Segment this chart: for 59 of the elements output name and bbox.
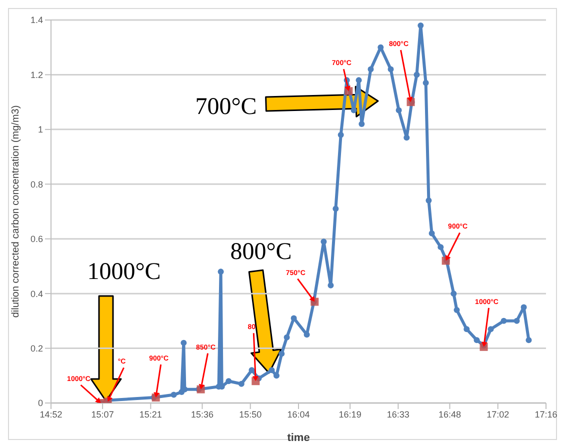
y-tick-label: 1.2 (30, 70, 43, 80)
y-axis-title: dilution corrected carbon concentration (mg/m3) (10, 105, 22, 318)
x-tick-label: 15:50 (239, 409, 262, 420)
annotation: 800°C (230, 239, 292, 265)
x-tick-label: 16:33 (386, 409, 410, 420)
x-tick-label: 17:02 (486, 409, 510, 420)
point (356, 77, 362, 84)
point (520, 304, 527, 310)
x-tick-label: 15:36 (190, 409, 214, 420)
point (180, 340, 187, 346)
point (454, 306, 460, 313)
point (226, 378, 232, 384)
point (488, 326, 494, 332)
point (404, 134, 410, 141)
y-tick-label: 0.2 (30, 343, 43, 354)
point (332, 206, 339, 212)
point (238, 380, 244, 387)
annotation: 1000°C (87, 259, 161, 285)
point (368, 66, 374, 72)
point (284, 334, 290, 340)
point (290, 315, 297, 322)
point (338, 132, 344, 138)
x-axis-title: time (287, 432, 310, 444)
point (426, 198, 432, 204)
x-tick-label: 16:04 (287, 409, 310, 420)
point (474, 337, 480, 344)
point (248, 367, 255, 374)
x-tick-label: 15:07 (91, 409, 114, 420)
x-tick-label: 14:52 (40, 409, 62, 420)
x-tick-label: 15:21 (139, 409, 162, 420)
point (428, 230, 435, 236)
x-tick-label: 16:48 (438, 409, 462, 420)
point (304, 332, 310, 338)
point (526, 337, 532, 344)
annotation: 700°C (195, 94, 257, 120)
y-tick-label: 0 (38, 398, 43, 408)
y-tick-label: 1 (38, 124, 43, 135)
point (328, 282, 334, 288)
point (414, 72, 420, 78)
point (422, 80, 429, 86)
point (350, 107, 357, 114)
point (396, 107, 402, 114)
point (514, 318, 520, 324)
point (388, 66, 394, 72)
y-tick-label: 0.8 (30, 179, 43, 190)
point (438, 244, 444, 250)
point (464, 326, 470, 332)
y-tick-label: 0.6 (30, 234, 43, 244)
point (418, 22, 424, 28)
x-tick-label: 17:16 (534, 409, 558, 420)
point (278, 350, 285, 357)
x-tick-label: 16:19 (338, 409, 362, 420)
point (170, 392, 177, 398)
y-tick-label: 1.4 (30, 15, 43, 26)
point (218, 268, 224, 275)
point (450, 290, 457, 297)
y-tick-label: 0.4 (30, 288, 43, 299)
point (268, 367, 275, 374)
point (500, 318, 507, 324)
